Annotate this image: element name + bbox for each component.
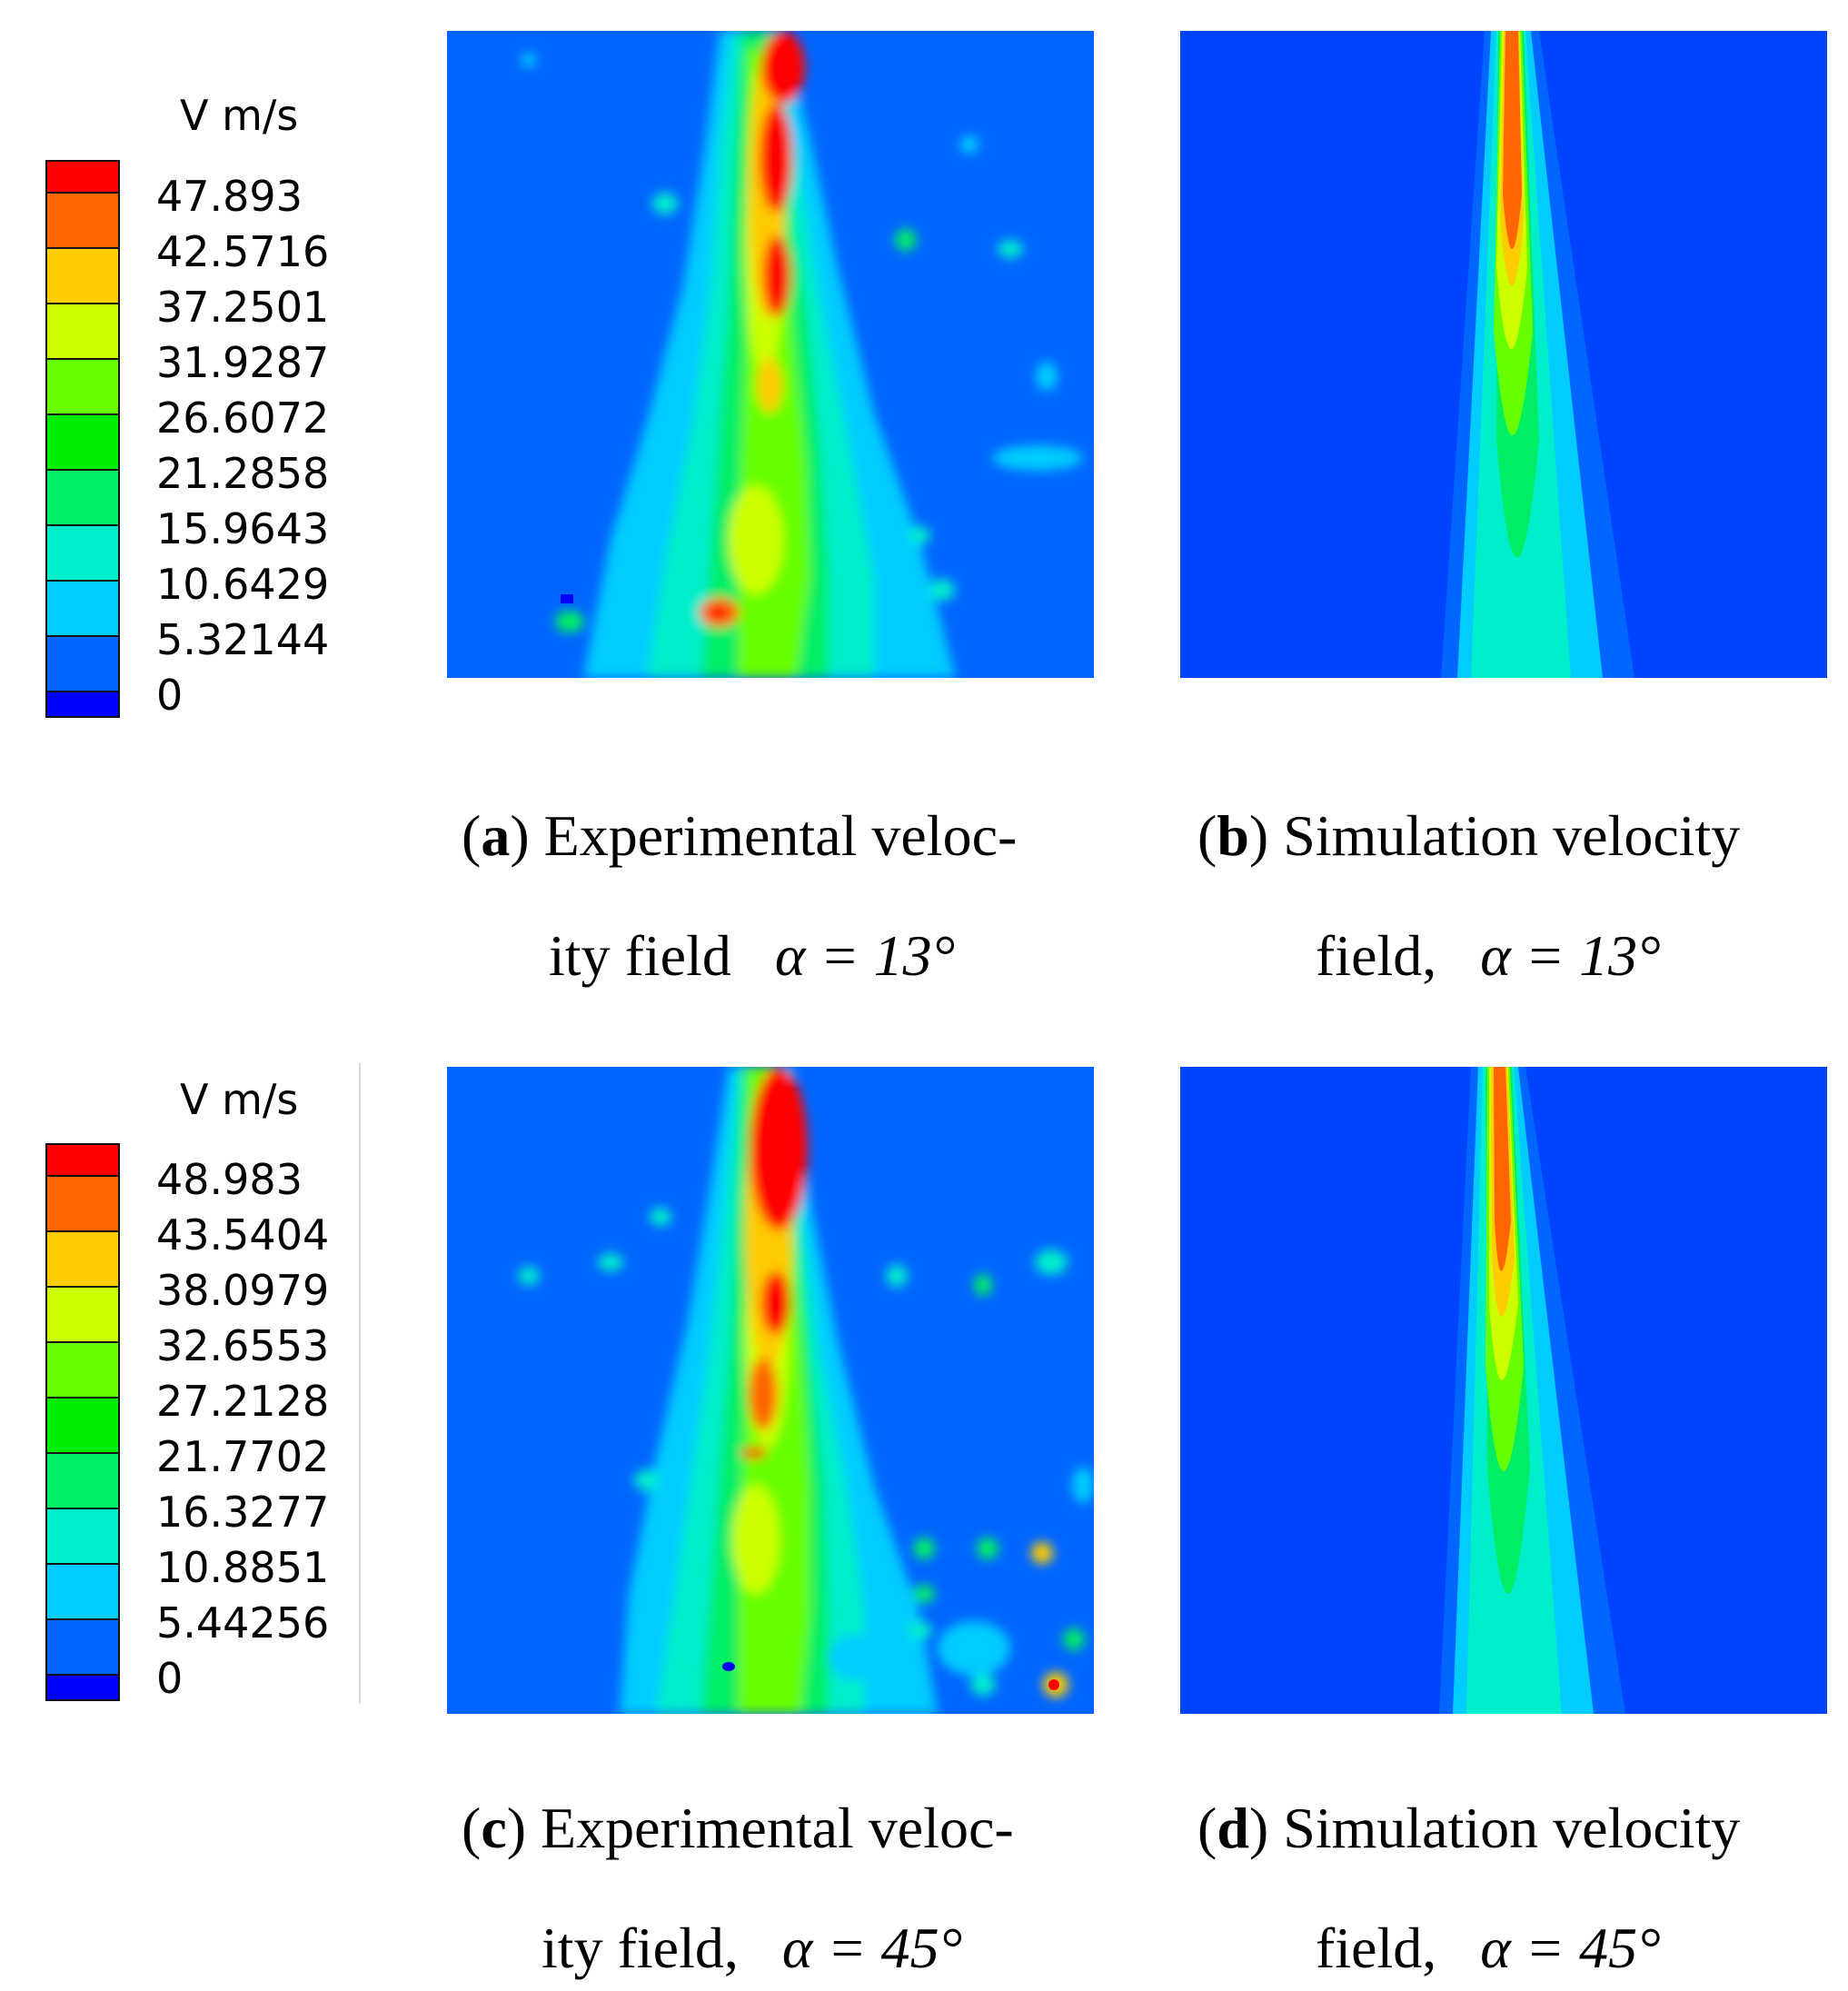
legend-swatch (47, 1563, 118, 1618)
caption-letter: a (481, 803, 511, 868)
legend-swatch (47, 524, 118, 580)
contour-plot (447, 1067, 1094, 1714)
caption-text: ity field (549, 923, 731, 988)
legend-swatch (47, 192, 118, 247)
caption-text: Experimental veloc- (541, 1796, 1014, 1860)
caption-d-line2: field, α = 45° (1316, 1919, 1661, 1977)
legend-tick-label: 27.2128 (156, 1377, 330, 1426)
legend-colorbar (45, 1143, 120, 1701)
caption-alpha: α = 13° (774, 923, 956, 988)
caption-d-line1: (d) Simulation velocity (1197, 1796, 1741, 1860)
caption-text: Simulation velocity (1283, 1796, 1741, 1860)
caption-letter: d (1217, 1796, 1249, 1860)
legend-swatch (47, 1286, 118, 1341)
legend-swatch (47, 162, 118, 192)
legend-swatch (47, 1341, 118, 1397)
caption-text: field, (1316, 1916, 1437, 1980)
legend-swatch (47, 1618, 118, 1674)
simulation-velocity-field-45 (1180, 1067, 1827, 1714)
legend-swatch (47, 247, 118, 303)
caption-b-line1: (b) Simulation velocity (1197, 803, 1741, 868)
legend-tick-label: 32.6553 (156, 1321, 330, 1370)
legend-swatch (47, 413, 118, 469)
caption-text: field, (1316, 923, 1437, 988)
legend-swatch (47, 358, 118, 413)
legend-tick-label: 15.9643 (156, 504, 330, 553)
experimental-velocity-field-45 (447, 1067, 1094, 1714)
caption-c-line2: ity field, α = 45° (541, 1919, 962, 1977)
legend-tick-label: 47.893 (156, 172, 303, 221)
legend-tick-label: 37.2501 (156, 283, 330, 332)
legend-tick-label: 0 (156, 1654, 184, 1703)
caption-letter: b (1217, 803, 1249, 868)
legend-tick-label: 42.5716 (156, 227, 330, 276)
simulation-velocity-field-13 (1180, 31, 1827, 678)
legend-tick-label: 48.983 (156, 1155, 303, 1204)
caption-alpha: α = 13° (1480, 923, 1661, 988)
legend-tick-label: 43.5404 (156, 1210, 330, 1259)
legend-swatch (47, 1674, 118, 1699)
caption-c-line1: (c) Experimental veloc- (462, 1796, 1014, 1860)
legend-tick-label: 5.44256 (156, 1598, 330, 1648)
legend-swatch (47, 469, 118, 524)
legend-tick-label: 5.32144 (156, 615, 330, 664)
contour-plot (1180, 1067, 1827, 1714)
legend-frame-line (359, 1063, 361, 1704)
caption-text: ity field, (541, 1916, 739, 1980)
legend-title: V m/s (180, 91, 299, 140)
experimental-velocity-field-13 (447, 31, 1094, 678)
legend-swatch (47, 1508, 118, 1563)
legend-tick-label: 21.7702 (156, 1432, 330, 1481)
legend-tick-label: 31.9287 (156, 338, 330, 387)
legend-tick-label: 21.2858 (156, 449, 330, 498)
contour-plot (1180, 31, 1827, 678)
legend-tick-label: 10.8851 (156, 1543, 330, 1592)
legend-swatch (47, 1175, 118, 1230)
legend-tick-label: 38.0979 (156, 1266, 330, 1315)
caption-text: Experimental veloc- (543, 803, 1018, 868)
caption-a-line1: (a) Experimental veloc- (462, 803, 1018, 868)
caption-alpha: α = 45° (781, 1916, 963, 1980)
legend-tick-label: 16.3277 (156, 1488, 330, 1537)
legend-swatch (47, 635, 118, 691)
legend-tick-label: 10.6429 (156, 560, 330, 609)
legend-colorbar (45, 160, 120, 718)
legend-swatch (47, 303, 118, 358)
legend-tick-label: 26.6072 (156, 393, 330, 443)
caption-letter: c (481, 1796, 507, 1860)
legend-swatch (47, 580, 118, 635)
caption-alpha: α = 45° (1480, 1916, 1661, 1980)
legend-tick-label: 0 (156, 671, 184, 720)
caption-text: Simulation velocity (1283, 803, 1741, 868)
legend-swatch (47, 1145, 118, 1175)
caption-b-line2: field, α = 13° (1316, 927, 1661, 985)
caption-a-line2: ity field α = 13° (549, 927, 955, 985)
legend-swatch (47, 1230, 118, 1286)
legend-title: V m/s (180, 1075, 299, 1124)
legend-swatch (47, 1452, 118, 1508)
contour-plot (447, 31, 1094, 678)
legend-swatch (47, 1397, 118, 1452)
legend-swatch (47, 691, 118, 716)
